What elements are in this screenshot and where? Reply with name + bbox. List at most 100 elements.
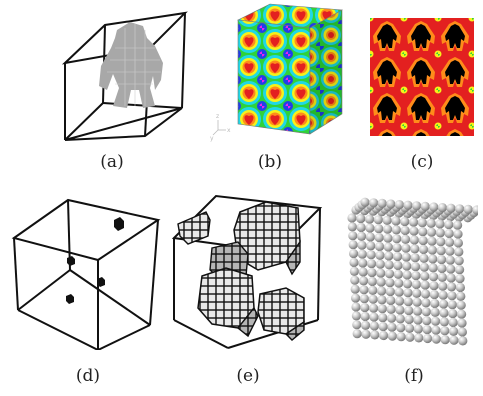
sphere <box>359 294 369 304</box>
sphere <box>378 313 388 323</box>
sphere <box>394 287 404 297</box>
sphere <box>437 203 447 213</box>
panel-e <box>168 190 328 350</box>
sphere <box>394 278 404 288</box>
sphere <box>374 233 384 243</box>
sphere <box>400 217 410 227</box>
sphere <box>440 326 450 336</box>
sphere <box>412 201 422 211</box>
sphere <box>377 198 387 208</box>
sphere <box>375 250 385 260</box>
sphere <box>391 216 401 226</box>
gorilla-voxel-model <box>99 22 163 108</box>
sphere <box>369 303 379 313</box>
sphere <box>457 327 467 337</box>
sphere <box>358 258 368 268</box>
panel-f <box>338 196 478 346</box>
sphere <box>410 253 420 263</box>
sphere <box>369 321 379 331</box>
sphere <box>393 260 403 271</box>
sphere <box>417 218 427 228</box>
heatmap-cube <box>236 3 343 135</box>
sphere <box>457 309 467 319</box>
sphere <box>366 241 376 251</box>
sphere <box>419 244 429 255</box>
sphere <box>356 222 366 233</box>
sphere <box>411 262 421 272</box>
sphere <box>357 249 367 259</box>
sphere <box>359 276 369 286</box>
sphere <box>456 291 466 301</box>
sphere <box>385 269 395 279</box>
sphere <box>419 262 429 272</box>
sphere <box>357 240 367 250</box>
sphere <box>405 323 415 333</box>
panel-a-graphic <box>61 11 188 141</box>
sphere <box>409 226 419 236</box>
sphere <box>412 288 422 298</box>
sphere <box>418 227 428 237</box>
sphere <box>387 313 397 323</box>
sphere <box>429 290 439 300</box>
sphere <box>404 314 414 325</box>
sphere <box>419 253 429 263</box>
sphere <box>378 322 388 332</box>
sphere <box>349 249 359 259</box>
sphere <box>351 311 361 321</box>
sphere <box>411 271 421 281</box>
sphere <box>431 325 441 335</box>
sphere <box>445 255 455 265</box>
voxel-grid-lines <box>107 24 161 106</box>
sphere <box>383 233 393 243</box>
caption-c: (c) <box>410 152 434 172</box>
sphere <box>365 232 375 242</box>
caption-d: (d) <box>75 366 101 386</box>
sphere <box>392 243 402 253</box>
voxel-clusters <box>177 201 305 341</box>
sphere <box>365 214 375 224</box>
sphere <box>455 274 465 284</box>
sphere <box>426 218 436 228</box>
sphere <box>347 213 357 223</box>
sphere <box>403 279 413 289</box>
sphere <box>410 244 420 254</box>
sphere <box>360 311 370 322</box>
sphere <box>445 237 455 247</box>
sphere <box>366 250 376 260</box>
sphere <box>447 300 457 310</box>
sphere <box>403 297 413 307</box>
caption-a: (a) <box>100 152 124 172</box>
sphere <box>360 303 370 313</box>
sphere <box>449 326 459 336</box>
sphere <box>463 204 473 214</box>
sphere <box>427 227 437 237</box>
sphere <box>420 201 430 211</box>
sphere <box>436 246 446 256</box>
panel-f-graphic <box>347 197 478 346</box>
sphere <box>386 199 396 209</box>
sphere <box>387 322 397 332</box>
wireframe-cube <box>11 198 161 350</box>
sphere <box>386 304 396 314</box>
sphere <box>369 312 379 322</box>
sphere <box>446 264 456 274</box>
sphere <box>360 197 370 207</box>
axis-indicator: z x y <box>210 113 231 142</box>
sphere <box>428 263 438 273</box>
sphere <box>385 278 395 288</box>
sphere <box>350 284 360 294</box>
panel-b: z x y <box>210 2 355 142</box>
sphere <box>349 266 359 276</box>
axis-y-label: y <box>210 135 214 142</box>
sphere <box>430 298 440 309</box>
sphere <box>438 281 448 291</box>
panel-b-graphic: z x y <box>210 3 343 142</box>
sphere <box>448 317 458 328</box>
panel-d-graphic <box>11 198 161 350</box>
sphere <box>401 243 411 253</box>
sphere <box>383 242 393 252</box>
sphere <box>402 261 412 271</box>
sphere <box>357 231 367 241</box>
sphere <box>395 305 405 315</box>
caption-b: (b) <box>257 152 283 172</box>
